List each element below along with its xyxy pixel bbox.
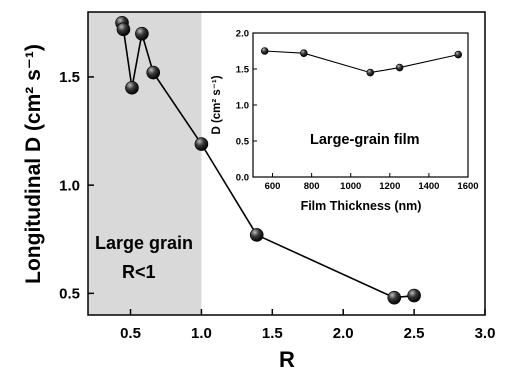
data-point [249,228,264,242]
x-tick-label: 1.5 [262,325,283,342]
x-tick-label: 1200 [379,181,400,192]
main-x-ticks: 0.5 1.0 1.5 2.0 2.5 3.0 [120,309,495,342]
main-plot-frame [87,11,486,316]
main-y-ticks: 0.5 1.0 1.5 [59,69,94,303]
main-y-axis-label: Longitudinal D (cm² s⁻¹) [22,44,45,284]
x-tick-label: 1600 [457,181,478,192]
inset-plot-frame [252,32,469,178]
data-point [194,137,209,151]
data-point [125,80,139,95]
data-point [366,68,375,77]
inset-x-ticks: 600 800 1000 1200 1400 1600 [265,173,479,192]
inset-chart: 600 800 1000 1200 1400 1600 0.0 0.5 1.0 1.5 2.0 L… [211,28,479,213]
y-tick-label: 2.0 [236,28,249,39]
data-point [116,22,131,37]
inset-annotation: Large-grain film [310,132,420,148]
main-chart: 0.5 1.0 1.5 2.0 2.5 3.0 0.5 1.0 1.5 Large grain… [22,11,495,372]
inset-y-axis-label: D (cm² s⁻¹) [211,75,223,134]
x-tick-label: 0.5 [120,325,141,342]
x-tick-label: 2.0 [333,325,354,342]
annotation-large-grain: Large grain [95,233,193,253]
data-point [135,26,149,41]
inset-x-axis-label: Film Thickness (nm) [301,199,422,213]
data-point [387,290,402,305]
main-x-axis-label: R [279,347,295,372]
data-point [407,288,421,303]
data-point [395,63,404,72]
main-series-points [115,16,421,305]
y-tick-label: 0.5 [59,286,80,303]
x-tick-label: 1.0 [191,325,212,342]
annotation-r-less-than-1: R<1 [122,262,156,282]
y-tick-label: 0.0 [236,172,249,183]
y-tick-label: 1.5 [236,64,250,75]
x-tick-label: 1000 [340,181,361,192]
data-point [146,65,161,80]
data-point [454,50,463,59]
y-tick-label: 1.0 [236,100,249,111]
y-tick-label: 1.0 [59,177,80,194]
x-tick-label: 800 [304,181,320,192]
x-tick-label: 1400 [418,181,439,192]
y-tick-label: 1.5 [59,69,80,86]
data-point [300,49,308,57]
x-tick-label: 2.5 [404,325,425,342]
shaded-region [88,12,202,315]
inset-y-ticks: 0.0 0.5 1.0 1.5 2.0 [236,28,257,183]
data-point [260,47,269,55]
x-tick-label: 3.0 [475,325,496,342]
x-tick-label: 600 [265,181,281,192]
y-tick-label: 0.5 [236,136,250,147]
inset-series-points [260,47,463,77]
